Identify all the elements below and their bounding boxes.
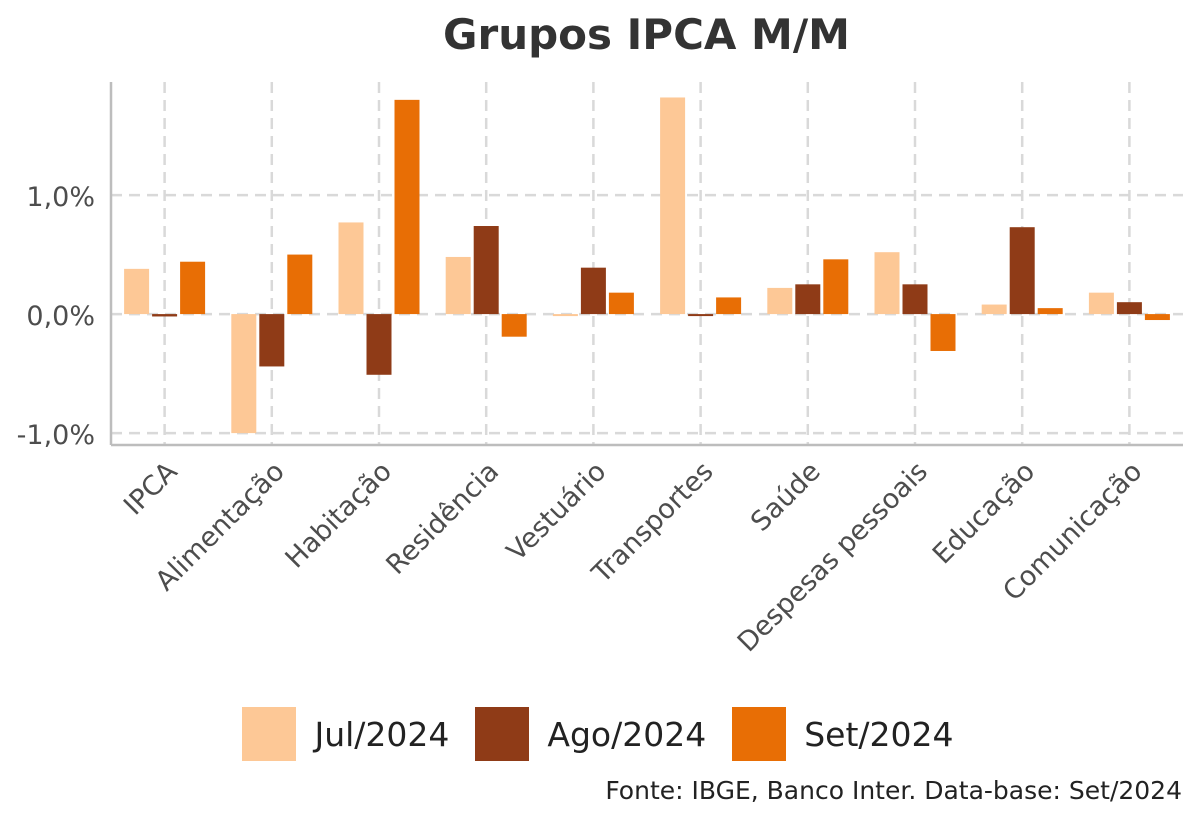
- bar: [552, 314, 578, 317]
- bar: [501, 314, 527, 337]
- bar: [580, 267, 606, 315]
- tick-labels: 1,0%0,0%-1,0%IPCAAlimentaçãoHabitaçãoRes…: [17, 182, 1149, 658]
- legend: Jul/2024 Ago/2024 Set/2024: [0, 706, 1200, 762]
- source-note: Fonte: IBGE, Banco Inter. Data-base: Set…: [605, 776, 1182, 805]
- bar: [180, 261, 206, 315]
- bar: [688, 314, 714, 317]
- x-tick-label: Habitação: [279, 456, 397, 574]
- y-tick-label: 0,0%: [26, 301, 95, 332]
- bar: [338, 222, 364, 315]
- bar: [1037, 308, 1063, 315]
- bar: [930, 314, 956, 351]
- x-tick-label: IPCA: [118, 456, 184, 522]
- legend-item-set: Set/2024: [732, 707, 954, 761]
- bar: [394, 99, 420, 315]
- bar: [259, 314, 285, 367]
- bar-chart: 1,0%0,0%-1,0%IPCAAlimentaçãoHabitaçãoRes…: [17, 82, 1183, 658]
- x-tick-label: Despesas pessoais: [732, 456, 934, 658]
- y-tick-label: -1,0%: [17, 420, 95, 451]
- legend-swatch: [475, 707, 530, 761]
- legend-swatch: [732, 707, 787, 761]
- bar: [660, 97, 686, 315]
- axes: [109, 82, 1183, 447]
- bar: [124, 268, 150, 315]
- bar: [1088, 292, 1114, 315]
- x-tick-label: Residência: [380, 456, 505, 581]
- legend-item-ago: Ago/2024: [475, 707, 706, 761]
- legend-label: Ago/2024: [547, 714, 707, 754]
- bar: [473, 226, 499, 315]
- bar: [287, 254, 313, 315]
- x-tick-label: Vestuário: [501, 456, 612, 567]
- bar: [823, 259, 849, 315]
- bar: [795, 284, 821, 315]
- chart-title: Grupos IPCA M/M: [443, 10, 850, 59]
- bar: [767, 287, 793, 315]
- bar: [366, 314, 392, 375]
- bar: [1116, 302, 1142, 315]
- x-tick-label: Educação: [927, 456, 1041, 570]
- bar: [608, 292, 634, 315]
- bar: [445, 256, 471, 315]
- legend-label: Set/2024: [804, 714, 954, 754]
- bar: [874, 252, 900, 315]
- bar: [981, 304, 1007, 315]
- legend-swatch: [242, 707, 297, 761]
- legend-item-jul: Jul/2024: [242, 707, 449, 761]
- bar: [1144, 314, 1170, 321]
- bar: [716, 297, 742, 315]
- bar: [902, 284, 928, 315]
- bar: [152, 314, 178, 317]
- legend-label: Jul/2024: [314, 714, 450, 754]
- bars: [124, 97, 1170, 434]
- bar: [231, 314, 257, 434]
- bar: [1009, 227, 1035, 315]
- x-tick-label: Saúde: [745, 456, 827, 538]
- y-tick-label: 1,0%: [26, 182, 95, 213]
